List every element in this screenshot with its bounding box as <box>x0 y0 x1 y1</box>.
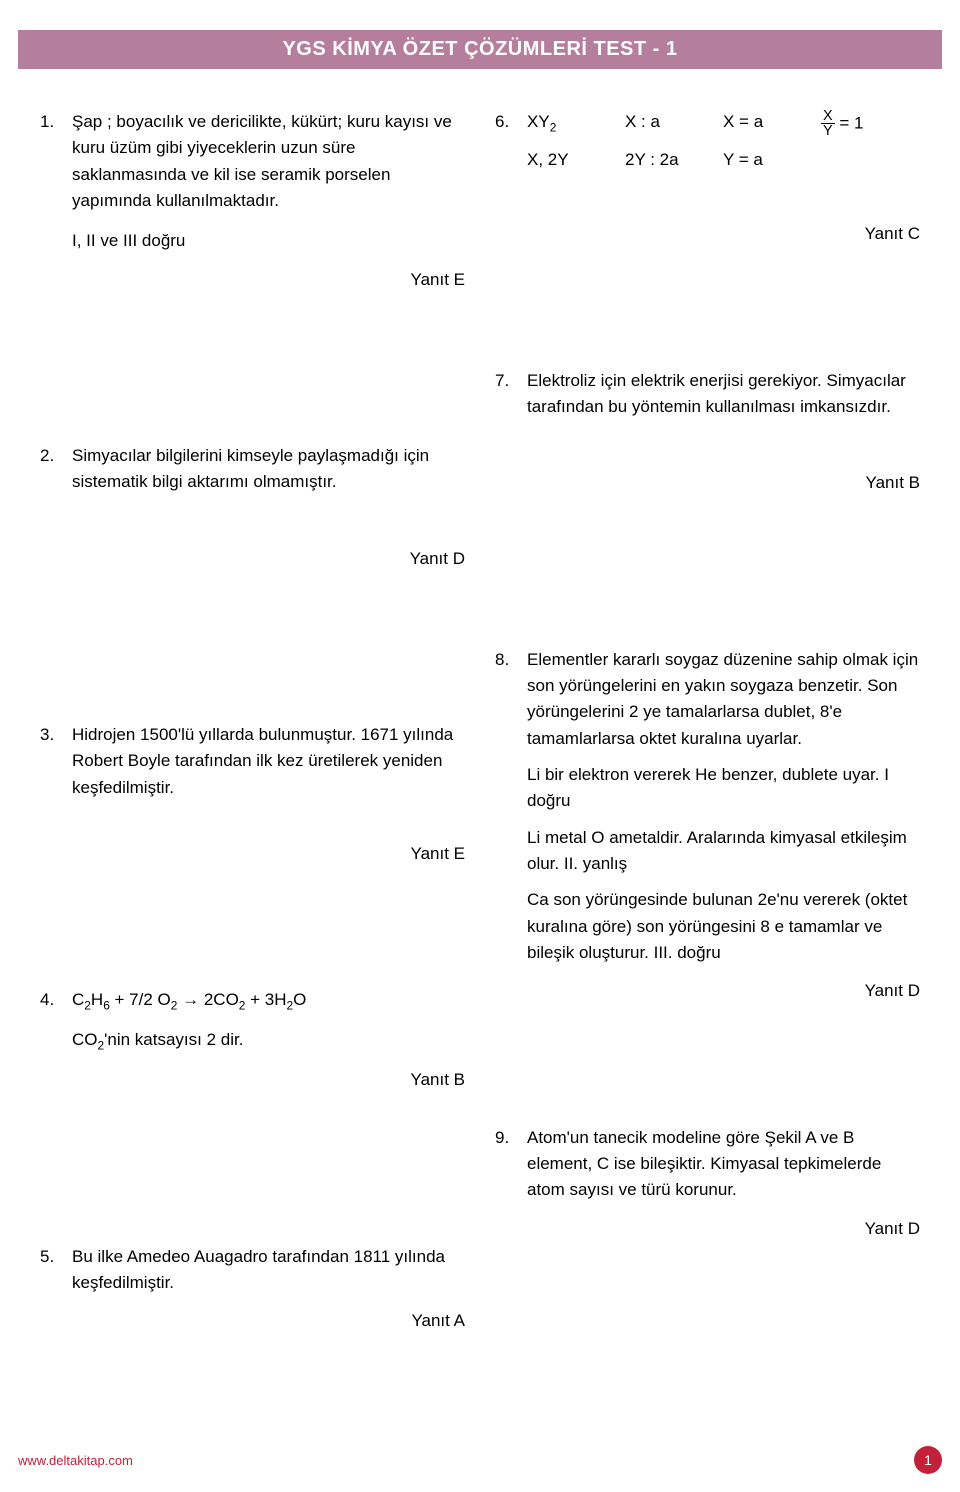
q2-text: Simyacılar bilgilerini kimseyle paylaşma… <box>72 443 465 496</box>
q5-body: Bu ilke Amedeo Auagadro tarafından 1811 … <box>72 1244 465 1335</box>
question-9: 9. Atom'un tanecik modeline göre Şekil A… <box>495 1125 920 1242</box>
q2-body: Simyacılar bilgilerini kimseyle paylaşma… <box>72 443 465 572</box>
q1-body: Şap ; boyacılık ve dericilikte, kükürt; … <box>72 109 465 293</box>
q8-number: 8. <box>495 647 517 1005</box>
q5-number: 5. <box>40 1244 62 1335</box>
q6-row1: XY2 X : a X = a X Y = 1 <box>527 109 920 139</box>
q4-number: 4. <box>40 987 62 1093</box>
page-number-badge: 1 <box>914 1446 942 1474</box>
q3-answer: Yanıt E <box>72 841 465 867</box>
q9-answer: Yanıt D <box>527 1216 920 1242</box>
q8-p4: Ca son yörüngesinde bulunan 2e'nu verere… <box>527 887 920 966</box>
footer-url: www.deltakitap.com <box>18 1453 133 1468</box>
q7-answer: Yanıt B <box>527 470 920 496</box>
q7-body: Elektroliz için elektrik enerjisi gereki… <box>527 368 920 497</box>
q4-body: C2H6 + 7/2 O2 → 2CO2 + 3H2O CO2'nin kats… <box>72 987 465 1093</box>
content-columns: 1. Şap ; boyacılık ve dericilikte, kükür… <box>40 109 920 1335</box>
q4-line2: CO2'nin katsayısı 2 dir. <box>72 1027 465 1055</box>
question-7: 7. Elektroliz için elektrik enerjisi ger… <box>495 368 920 497</box>
q9-number: 9. <box>495 1125 517 1242</box>
q6-number: 6. <box>495 109 517 248</box>
q2-answer: Yanıt D <box>72 546 465 572</box>
page-title: YGS KİMYA ÖZET ÇÖZÜMLERİ TEST - 1 <box>18 30 942 69</box>
q3-number: 3. <box>40 722 62 867</box>
q8-p3: Li metal O ametaldir. Aralarında kimyasa… <box>527 825 920 878</box>
q3-text: Hidrojen 1500'lü yıllarda bulunmuştur. 1… <box>72 722 465 801</box>
q3-body: Hidrojen 1500'lü yıllarda bulunmuştur. 1… <box>72 722 465 867</box>
q5-text: Bu ilke Amedeo Auagadro tarafından 1811 … <box>72 1244 465 1297</box>
q9-text: Atom'un tanecik modeline göre Şekil A ve… <box>527 1125 920 1204</box>
question-6: 6. XY2 X : a X = a X Y = 1 X, 2Y 2Y : 2a <box>495 109 920 248</box>
q7-number: 7. <box>495 368 517 497</box>
q2-number: 2. <box>40 443 62 572</box>
q6-row2: X, 2Y 2Y : 2a Y = a <box>527 147 920 173</box>
question-4: 4. C2H6 + 7/2 O2 → 2CO2 + 3H2O CO2'nin k… <box>40 987 465 1093</box>
q5-answer: Yanıt A <box>72 1308 465 1334</box>
page-footer: www.deltakitap.com 1 <box>18 1446 942 1474</box>
q1-number: 1. <box>40 109 62 293</box>
q8-answer: Yanıt D <box>527 978 920 1004</box>
q6-body: XY2 X : a X = a X Y = 1 X, 2Y 2Y : 2a Y … <box>527 109 920 248</box>
q9-body: Atom'un tanecik modeline göre Şekil A ve… <box>527 1125 920 1242</box>
q6-answer: Yanıt C <box>527 221 920 247</box>
q1-text: Şap ; boyacılık ve dericilikte, kükürt; … <box>72 109 465 214</box>
question-8: 8. Elementler kararlı soygaz düzenine sa… <box>495 647 920 1005</box>
left-column: 1. Şap ; boyacılık ve dericilikte, kükür… <box>40 109 465 1335</box>
q1-line2: I, II ve III doğru <box>72 228 465 254</box>
question-1: 1. Şap ; boyacılık ve dericilikte, kükür… <box>40 109 465 293</box>
q8-p2: Li bir elektron vererek He benzer, duble… <box>527 762 920 815</box>
q8-body: Elementler kararlı soygaz düzenine sahip… <box>527 647 920 1005</box>
q4-equation: C2H6 + 7/2 O2 → 2CO2 + 3H2O <box>72 987 465 1015</box>
fraction-xy: X Y <box>821 109 835 139</box>
question-5: 5. Bu ilke Amedeo Auagadro tarafından 18… <box>40 1244 465 1335</box>
q1-answer: Yanıt E <box>72 267 465 293</box>
right-column: 6. XY2 X : a X = a X Y = 1 X, 2Y 2Y : 2a <box>495 109 920 1335</box>
q7-text: Elektroliz için elektrik enerjisi gereki… <box>527 368 920 421</box>
question-3: 3. Hidrojen 1500'lü yıllarda bulunmuştur… <box>40 722 465 867</box>
q8-p1: Elementler kararlı soygaz düzenine sahip… <box>527 647 920 752</box>
q4-answer: Yanıt B <box>72 1067 465 1093</box>
question-2: 2. Simyacılar bilgilerini kimseyle payla… <box>40 443 465 572</box>
